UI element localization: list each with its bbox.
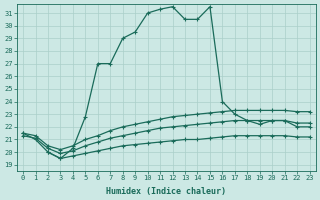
- X-axis label: Humidex (Indice chaleur): Humidex (Indice chaleur): [106, 187, 226, 196]
